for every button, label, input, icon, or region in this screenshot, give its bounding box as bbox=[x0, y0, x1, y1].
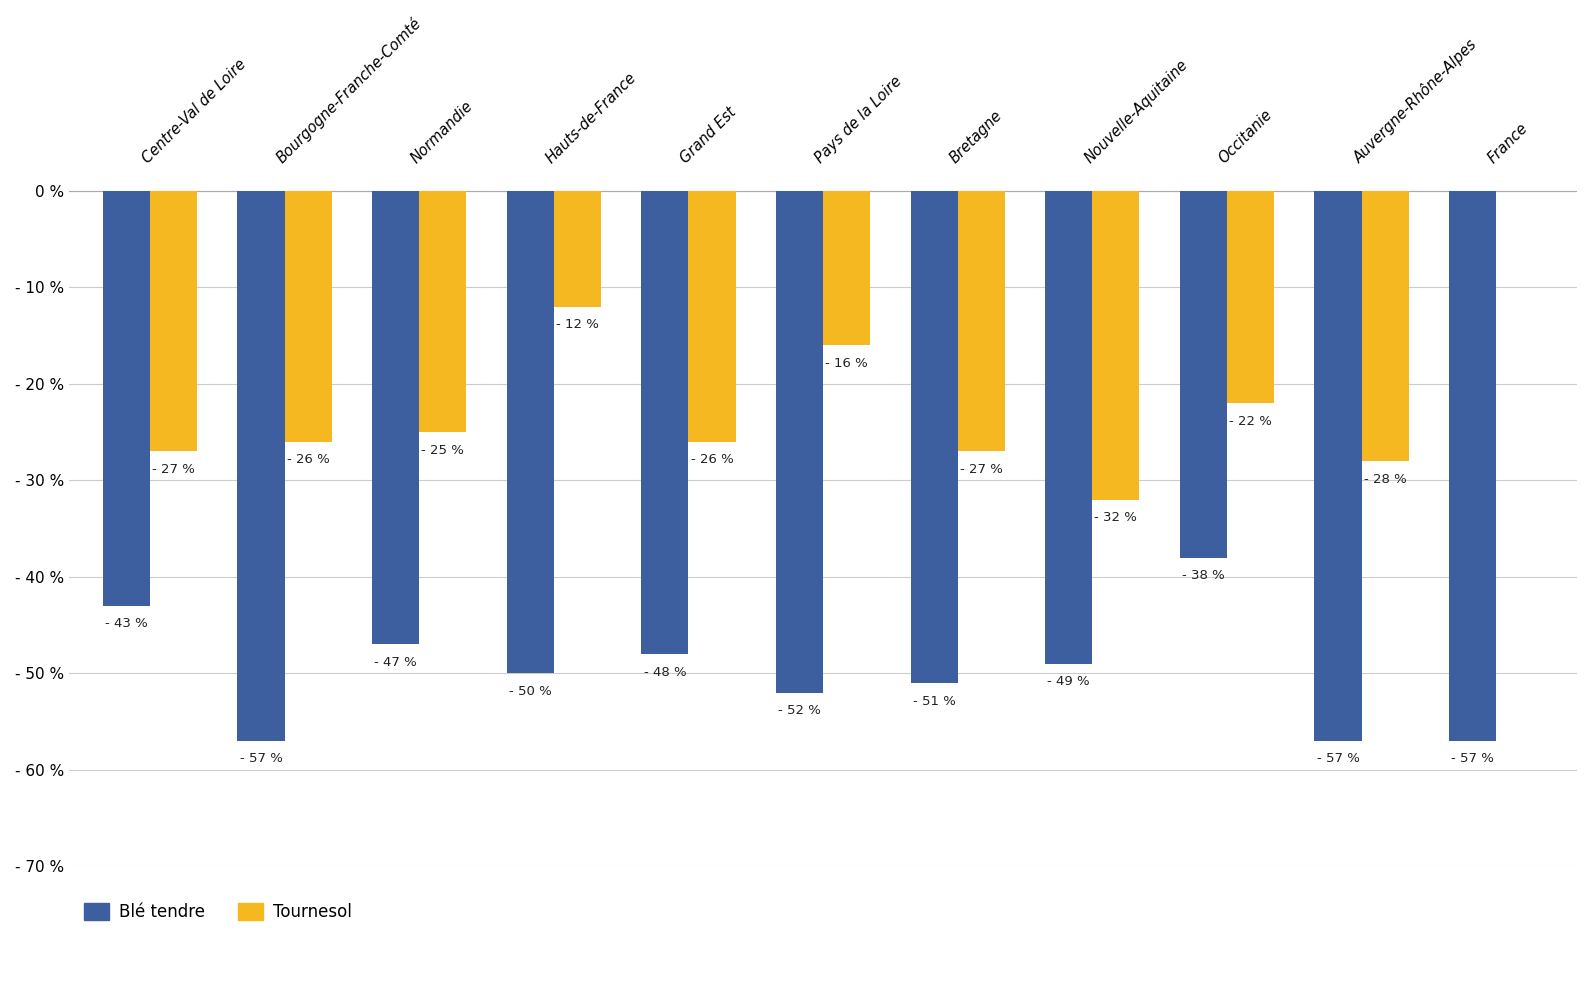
Bar bbox=[823, 191, 871, 345]
Bar bbox=[419, 191, 466, 432]
Bar bbox=[958, 191, 1005, 451]
Bar bbox=[285, 191, 331, 442]
Text: - 38 %: - 38 % bbox=[1181, 569, 1224, 582]
Legend: Blé tendre, Tournesol: Blé tendre, Tournesol bbox=[78, 896, 358, 927]
Text: - 57 %: - 57 % bbox=[1452, 752, 1495, 765]
Text: - 52 %: - 52 % bbox=[778, 704, 821, 717]
Text: - 48 %: - 48 % bbox=[643, 666, 686, 679]
Bar bbox=[373, 191, 419, 644]
Text: - 22 %: - 22 % bbox=[1229, 415, 1272, 428]
Bar bbox=[1227, 191, 1274, 403]
Text: - 47 %: - 47 % bbox=[374, 656, 417, 669]
Bar bbox=[1449, 191, 1496, 741]
Text: - 43 %: - 43 % bbox=[105, 617, 148, 630]
Bar bbox=[1046, 191, 1092, 664]
Text: - 25 %: - 25 % bbox=[422, 444, 465, 457]
Text: - 57 %: - 57 % bbox=[1317, 752, 1360, 765]
Text: - 32 %: - 32 % bbox=[1094, 511, 1137, 524]
Bar bbox=[1180, 191, 1227, 558]
Text: - 28 %: - 28 % bbox=[1364, 473, 1406, 486]
Bar bbox=[1092, 191, 1140, 500]
Bar bbox=[554, 191, 600, 307]
Text: - 57 %: - 57 % bbox=[239, 752, 282, 765]
Bar bbox=[688, 191, 736, 442]
Bar bbox=[1315, 191, 1361, 741]
Bar bbox=[506, 191, 554, 673]
Bar bbox=[775, 191, 823, 693]
Text: - 26 %: - 26 % bbox=[691, 453, 734, 466]
Bar bbox=[642, 191, 688, 654]
Text: - 16 %: - 16 % bbox=[825, 357, 868, 370]
Bar bbox=[1361, 191, 1409, 461]
Text: - 27 %: - 27 % bbox=[960, 463, 1003, 476]
Bar bbox=[103, 191, 150, 606]
Bar bbox=[237, 191, 285, 741]
Text: - 49 %: - 49 % bbox=[1048, 675, 1091, 688]
Text: - 12 %: - 12 % bbox=[556, 318, 599, 331]
Text: - 50 %: - 50 % bbox=[509, 685, 551, 698]
Text: - 51 %: - 51 % bbox=[912, 695, 955, 708]
Text: - 26 %: - 26 % bbox=[287, 453, 330, 466]
Text: - 27 %: - 27 % bbox=[151, 463, 194, 476]
Bar bbox=[911, 191, 958, 683]
Bar bbox=[150, 191, 197, 451]
